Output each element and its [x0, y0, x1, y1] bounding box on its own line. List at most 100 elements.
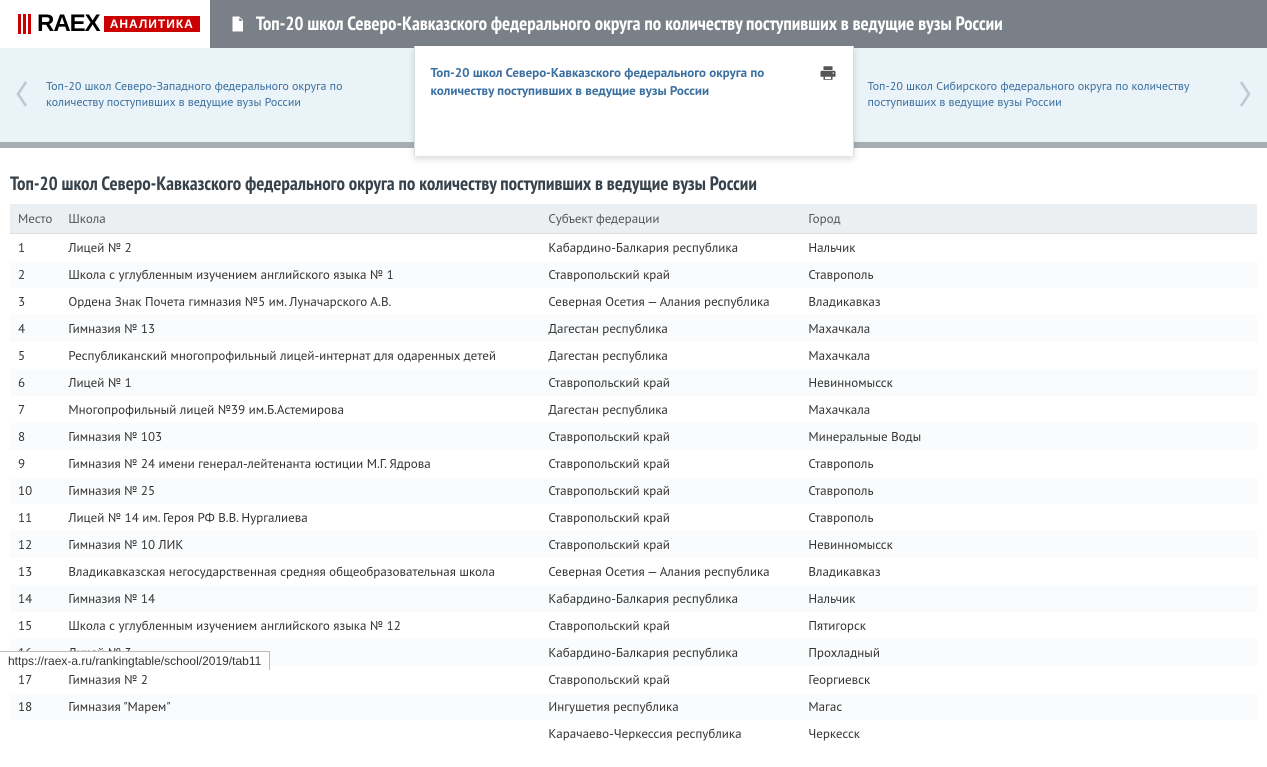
cell-school: Гимназия № 10 ЛИК: [60, 531, 540, 558]
nav-next-link[interactable]: Топ-20 школ Сибирского федерального окру…: [868, 79, 1222, 111]
cell-school: Лицей № 2: [60, 234, 540, 262]
cell-region: Ставропольский край: [540, 450, 800, 477]
cell-region: Ставропольский край: [540, 531, 800, 558]
logo[interactable]: RAEX АНАЛИТИКА: [0, 0, 210, 48]
cell-region: Дагестан республика: [540, 315, 800, 342]
table-row: 6Лицей № 1Ставропольский крайНевинномысс…: [10, 369, 1257, 396]
cell-city: Прохладный: [800, 639, 1257, 666]
cell-region: Ставропольский край: [540, 261, 800, 288]
cell-region: Ставропольский край: [540, 369, 800, 396]
cell-rank: 17: [10, 666, 60, 693]
cell-school: Гимназия "Марем": [60, 693, 540, 720]
nav-current: Топ-20 школ Северо-Кавказского федеральн…: [414, 46, 854, 156]
table-row: 14Гимназия № 14Кабардино-Балкария респуб…: [10, 585, 1257, 612]
nav-current-title: Топ-20 школ Северо-Кавказского федеральн…: [431, 64, 791, 99]
col-school[interactable]: Школа: [60, 204, 540, 234]
cell-region: Северная Осетия — Алания республика: [540, 288, 800, 315]
cell-school: Школа с углубленным изучением английског…: [60, 612, 540, 639]
cell-city: Минеральные Воды: [800, 423, 1257, 450]
cell-rank: 8: [10, 423, 60, 450]
status-url: https://raex-a.ru/rankingtable/school/20…: [0, 651, 270, 670]
table-row: 2Школа с углубленным изучением английско…: [10, 261, 1257, 288]
nav-prev-link[interactable]: Топ-20 школ Северо-Западного федеральног…: [46, 79, 400, 111]
cell-rank: 13: [10, 558, 60, 585]
cell-region: Кабардино-Балкария республика: [540, 234, 800, 262]
cell-city: Ставрополь: [800, 504, 1257, 531]
cell-city: Ставрополь: [800, 261, 1257, 288]
cell-rank: 2: [10, 261, 60, 288]
cell-rank: 3: [10, 288, 60, 315]
table-row: 7Многопрофильный лицей №39 им.Б.Астемиро…: [10, 396, 1257, 423]
document-icon: [228, 13, 246, 35]
cell-school: Школа с углубленным изучением английског…: [60, 261, 540, 288]
cell-rank: 11: [10, 504, 60, 531]
print-button[interactable]: [819, 64, 837, 86]
cell-city: Нальчик: [800, 234, 1257, 262]
cell-school: Гимназия № 103: [60, 423, 540, 450]
cell-city: Махачкала: [800, 342, 1257, 369]
cell-city: Невинномысск: [800, 369, 1257, 396]
cell-city: Пятигорск: [800, 612, 1257, 639]
nav-strip: Топ-20 школ Северо-Западного федеральног…: [0, 48, 1267, 148]
cell-city: Владикавказ: [800, 288, 1257, 315]
table-row: Карачаево-Черкессия республикаЧеркесск: [10, 720, 1257, 747]
col-city[interactable]: Город: [800, 204, 1257, 234]
table-row: 1Лицей № 2Кабардино-Балкария республикаН…: [10, 234, 1257, 262]
table-row: 9Гимназия № 24 имени генерал-лейтенанта …: [10, 450, 1257, 477]
cell-school: Республиканский многопрофильный лицей-ин…: [60, 342, 540, 369]
cell-school: Гимназия № 25: [60, 477, 540, 504]
cell-region: Северная Осетия — Алания республика: [540, 558, 800, 585]
table-row: 8Гимназия № 103Ставропольский крайМинера…: [10, 423, 1257, 450]
table-row: 4Гимназия № 13Дагестан республикаМахачка…: [10, 315, 1257, 342]
page-title: Топ-20 школ Северо-Кавказского федеральн…: [256, 12, 1003, 36]
nav-prev[interactable]: Топ-20 школ Северо-Западного федеральног…: [0, 48, 414, 142]
cell-region: Дагестан республика: [540, 342, 800, 369]
cell-school: [60, 720, 540, 747]
cell-rank: 14: [10, 585, 60, 612]
table-row: 3Ордена Знак Почета гимназия №5 им. Луна…: [10, 288, 1257, 315]
table-row: 12Гимназия № 10 ЛИКСтавропольский крайНе…: [10, 531, 1257, 558]
chevron-right-icon: [1237, 80, 1253, 110]
cell-school: Ордена Знак Почета гимназия №5 им. Лунач…: [60, 288, 540, 315]
cell-region: Ставропольский край: [540, 423, 800, 450]
cell-city: Нальчик: [800, 585, 1257, 612]
cell-city: Черкесск: [800, 720, 1257, 747]
cell-city: Магас: [800, 693, 1257, 720]
cell-rank: 9: [10, 450, 60, 477]
table-row: 11Лицей № 14 им. Героя РФ В.В. Нургалиев…: [10, 504, 1257, 531]
cell-city: Георгиевск: [800, 666, 1257, 693]
table-row: 15Школа с углубленным изучением английск…: [10, 612, 1257, 639]
cell-city: Махачкала: [800, 315, 1257, 342]
cell-city: Невинномысск: [800, 531, 1257, 558]
table-row: 10Гимназия № 25Ставропольский крайСтавро…: [10, 477, 1257, 504]
cell-city: Ставрополь: [800, 477, 1257, 504]
table-row: 13Владикавказская негосударственная сред…: [10, 558, 1257, 585]
cell-city: Владикавказ: [800, 558, 1257, 585]
col-rank[interactable]: Место: [10, 204, 60, 234]
nav-next[interactable]: Топ-20 школ Сибирского федерального окру…: [854, 48, 1267, 142]
cell-school: Владикавказская негосударственная средня…: [60, 558, 540, 585]
cell-rank: 10: [10, 477, 60, 504]
cell-rank: 1: [10, 234, 60, 262]
table-row: 18Гимназия "Марем"Ингушетия республикаМа…: [10, 693, 1257, 720]
topbar: RAEX АНАЛИТИКА Топ-20 школ Северо-Кавказ…: [0, 0, 1267, 48]
cell-rank: 12: [10, 531, 60, 558]
table-wrap: Топ-20 школ Северо-Кавказского федеральн…: [0, 172, 1267, 767]
cell-rank: 18: [10, 693, 60, 720]
cell-region: Ставропольский край: [540, 666, 800, 693]
cell-region: Ставропольский край: [540, 612, 800, 639]
chevron-left-icon: [14, 80, 30, 110]
table-row: 5Республиканский многопрофильный лицей-и…: [10, 342, 1257, 369]
logo-main: RAEX: [37, 10, 100, 38]
table-row: 17Гимназия № 2Ставропольский крайГеоргие…: [10, 666, 1257, 693]
cell-rank: 15: [10, 612, 60, 639]
cell-rank: 5: [10, 342, 60, 369]
cell-school: Гимназия № 13: [60, 315, 540, 342]
col-region[interactable]: Субъект федерации: [540, 204, 800, 234]
cell-rank: [10, 720, 60, 747]
cell-region: Ставропольский край: [540, 477, 800, 504]
cell-school: Лицей № 14 им. Героя РФ В.В. Нургалиева: [60, 504, 540, 531]
cell-region: Кабардино-Балкария республика: [540, 639, 800, 666]
cell-school: Многопрофильный лицей №39 им.Б.Астемиров…: [60, 396, 540, 423]
cell-region: Ставропольский край: [540, 504, 800, 531]
